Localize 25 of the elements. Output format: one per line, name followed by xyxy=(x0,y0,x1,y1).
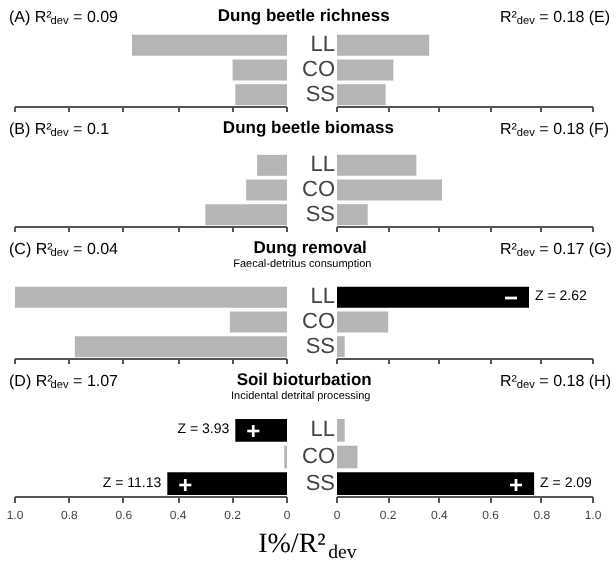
y-tick-label: CO xyxy=(302,310,336,334)
y-tick-label: LL xyxy=(310,33,336,58)
bar xyxy=(337,419,345,442)
annotation: + xyxy=(178,470,193,499)
y-tick-label: CO xyxy=(302,178,336,202)
bar xyxy=(337,472,535,495)
bar xyxy=(337,445,358,469)
y-tick-label: SS xyxy=(305,334,336,359)
y-tick-label: LL xyxy=(310,285,336,310)
y-tick-label: SS xyxy=(305,471,336,496)
y-tick-label: SS xyxy=(305,82,336,107)
chart-title: Dung beetle biomass xyxy=(222,117,395,137)
chart-title: Dung removal xyxy=(253,237,367,257)
annotation: + xyxy=(509,470,524,499)
bar xyxy=(167,472,287,495)
chart-title: Dung beetle richness xyxy=(217,5,391,25)
y-tick-label: LL xyxy=(310,418,336,443)
annotation: + xyxy=(246,417,261,446)
bar xyxy=(235,419,287,442)
y-tick-label: LL xyxy=(310,153,336,178)
y-tick-label: CO xyxy=(302,58,336,82)
annotation: − xyxy=(503,284,519,313)
y-tick-label: SS xyxy=(305,202,336,227)
y-tick-label: CO xyxy=(302,445,336,469)
chart-title: Soil bioturbation xyxy=(236,369,372,389)
